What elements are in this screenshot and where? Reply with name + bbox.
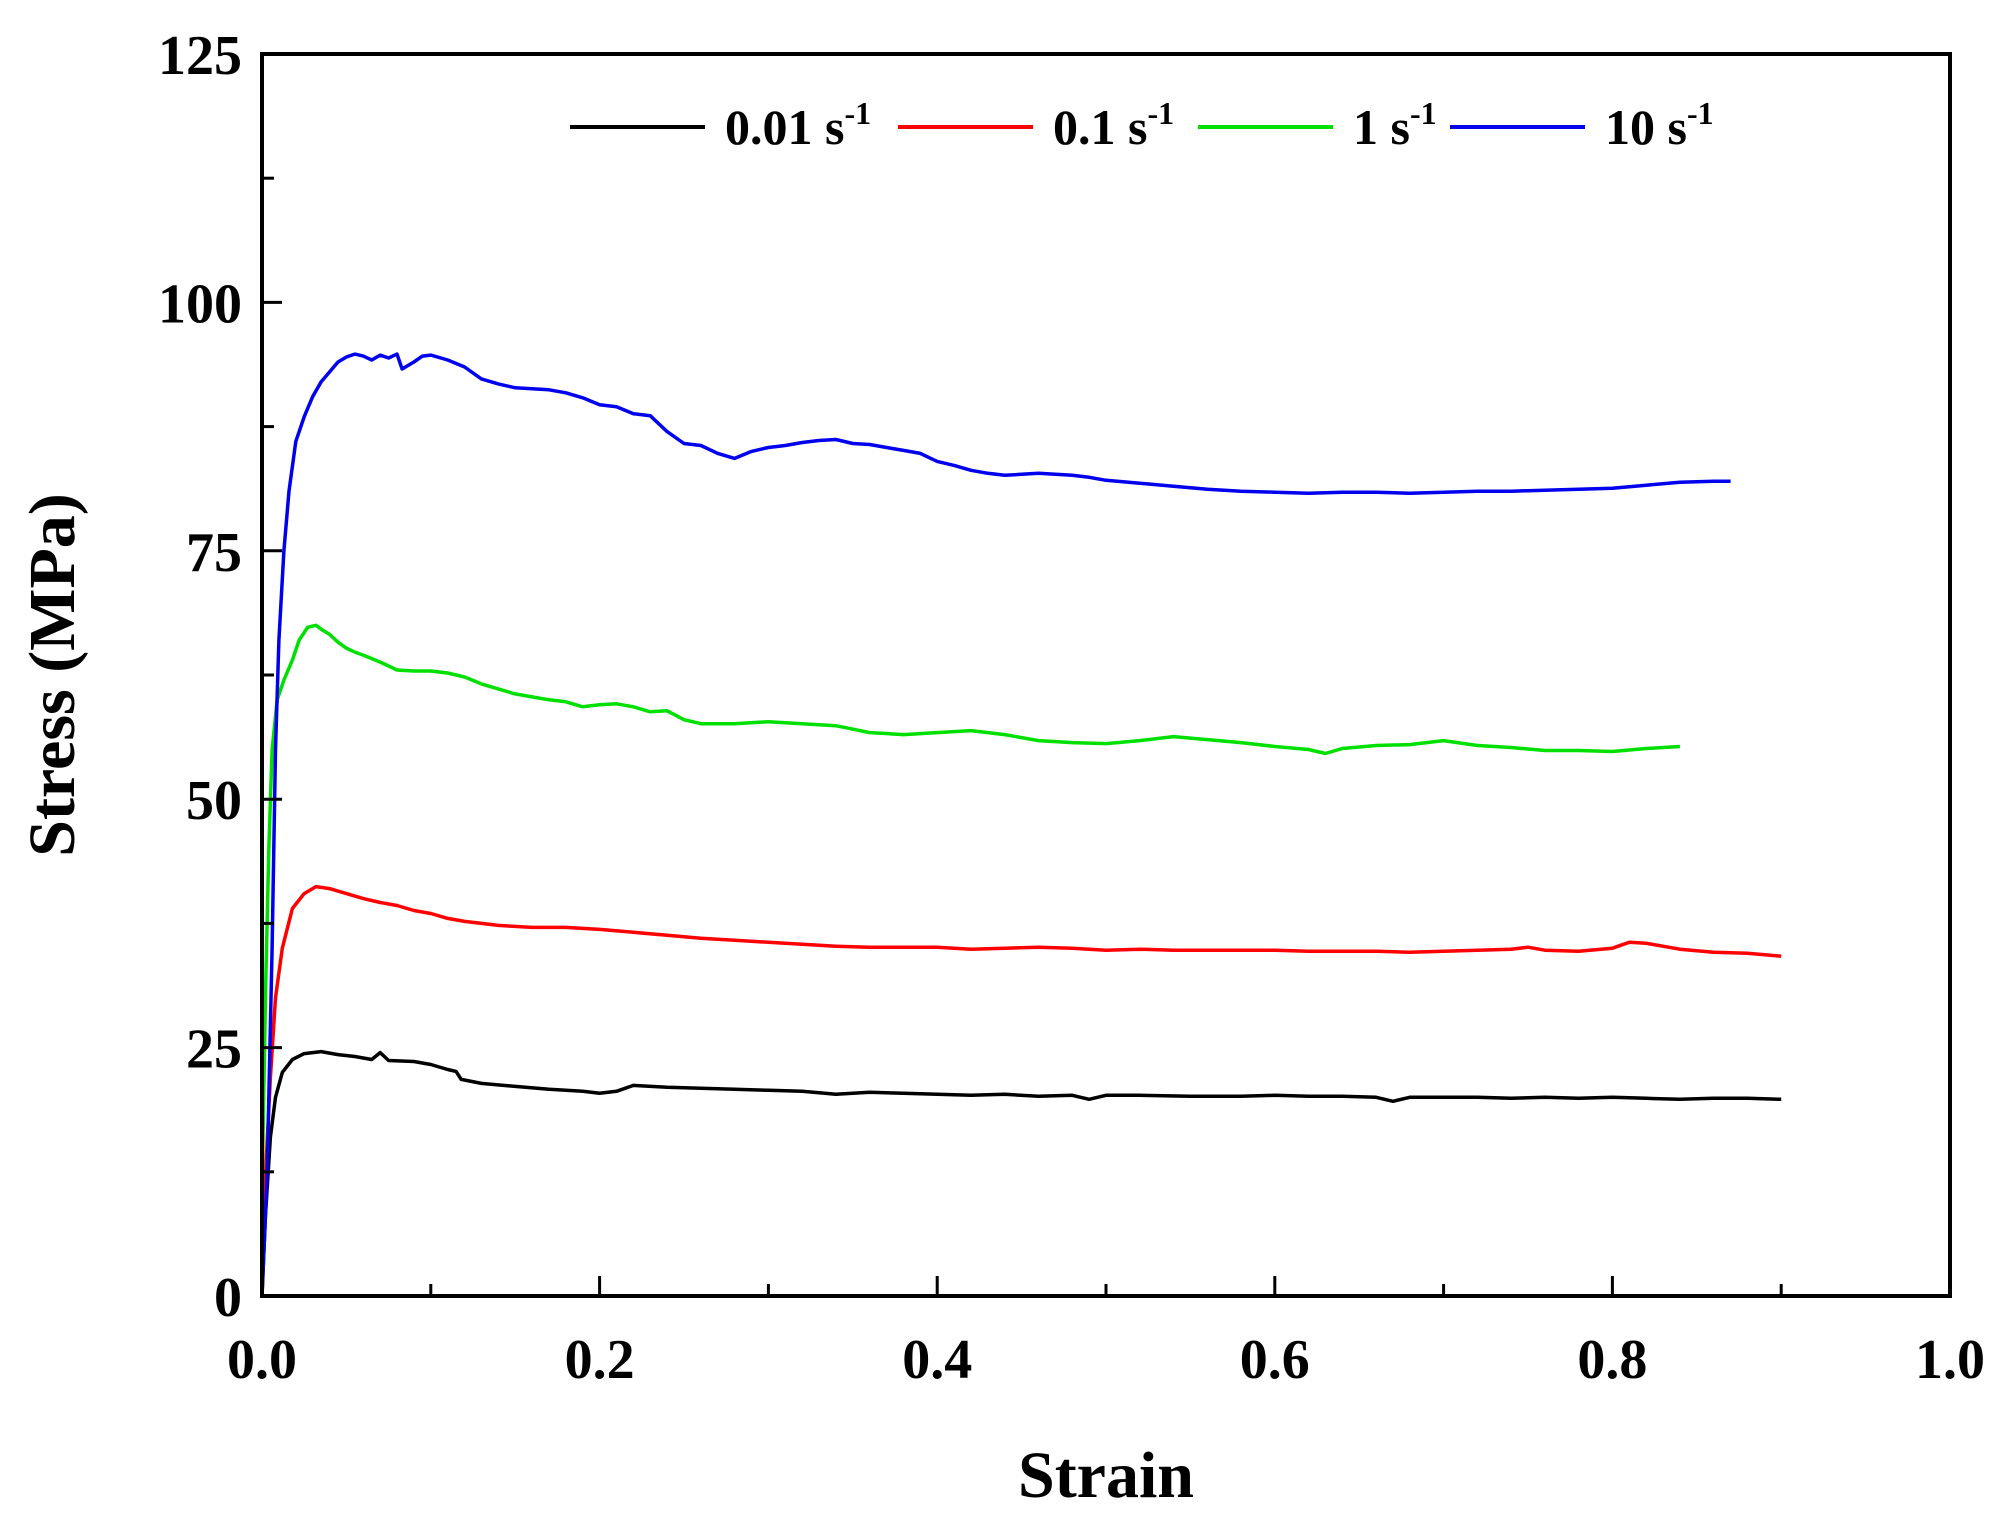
legend-label-0: 0.01 s-1 <box>725 95 871 155</box>
legend-label-superscript: -1 <box>1147 95 1174 131</box>
legend-label-superscript: -1 <box>1410 95 1437 131</box>
x-tick-label: 1.0 <box>1915 1329 1985 1391</box>
legend-label-text: 0.1 s <box>1053 99 1147 155</box>
y-tick-label: 50 <box>186 770 242 832</box>
x-tick-label: 0.8 <box>1577 1329 1647 1391</box>
y-tick-label: 75 <box>186 522 242 584</box>
x-axis-title: Strain <box>1018 1439 1194 1512</box>
legend-label-2: 1 s-1 <box>1353 95 1437 155</box>
series-line-2 <box>260 623 1681 1197</box>
legend-label-text: 10 s <box>1605 99 1687 155</box>
series-layer <box>260 352 1782 1297</box>
series-line-0 <box>260 1049 1782 1297</box>
plot-frame <box>260 52 1952 1298</box>
x-tick-label: 0.6 <box>1240 1329 1310 1391</box>
x-tick-label: 0.0 <box>227 1329 297 1391</box>
tick-layer: 0.0 0.2 0.4 0.6 0.8 1.0 0 25 50 75 100 125 <box>158 25 1985 1391</box>
y-tick-label: 0 <box>214 1267 242 1329</box>
x-tick-label: 0.4 <box>902 1329 972 1391</box>
x-tick-label: 0.2 <box>565 1329 635 1391</box>
y-axis-title: Stress (MPa) <box>16 493 89 857</box>
y-tick-label: 125 <box>158 25 242 87</box>
legend-label-text: 0.01 s <box>725 99 844 155</box>
legend-label-1: 0.1 s-1 <box>1053 95 1174 155</box>
legend-label-superscript: -1 <box>844 95 871 131</box>
series-line-1 <box>260 884 1782 1257</box>
series-line-3 <box>260 352 1731 1297</box>
legend: 0.01 s-1 0.1 s-1 1 s-1 10 s-1 <box>570 95 1714 155</box>
legend-label-superscript: -1 <box>1687 95 1714 131</box>
y-tick-label: 100 <box>158 273 242 335</box>
legend-label-3: 10 s-1 <box>1605 95 1714 155</box>
legend-label-text: 1 s <box>1353 99 1410 155</box>
y-tick-label: 25 <box>186 1019 242 1081</box>
